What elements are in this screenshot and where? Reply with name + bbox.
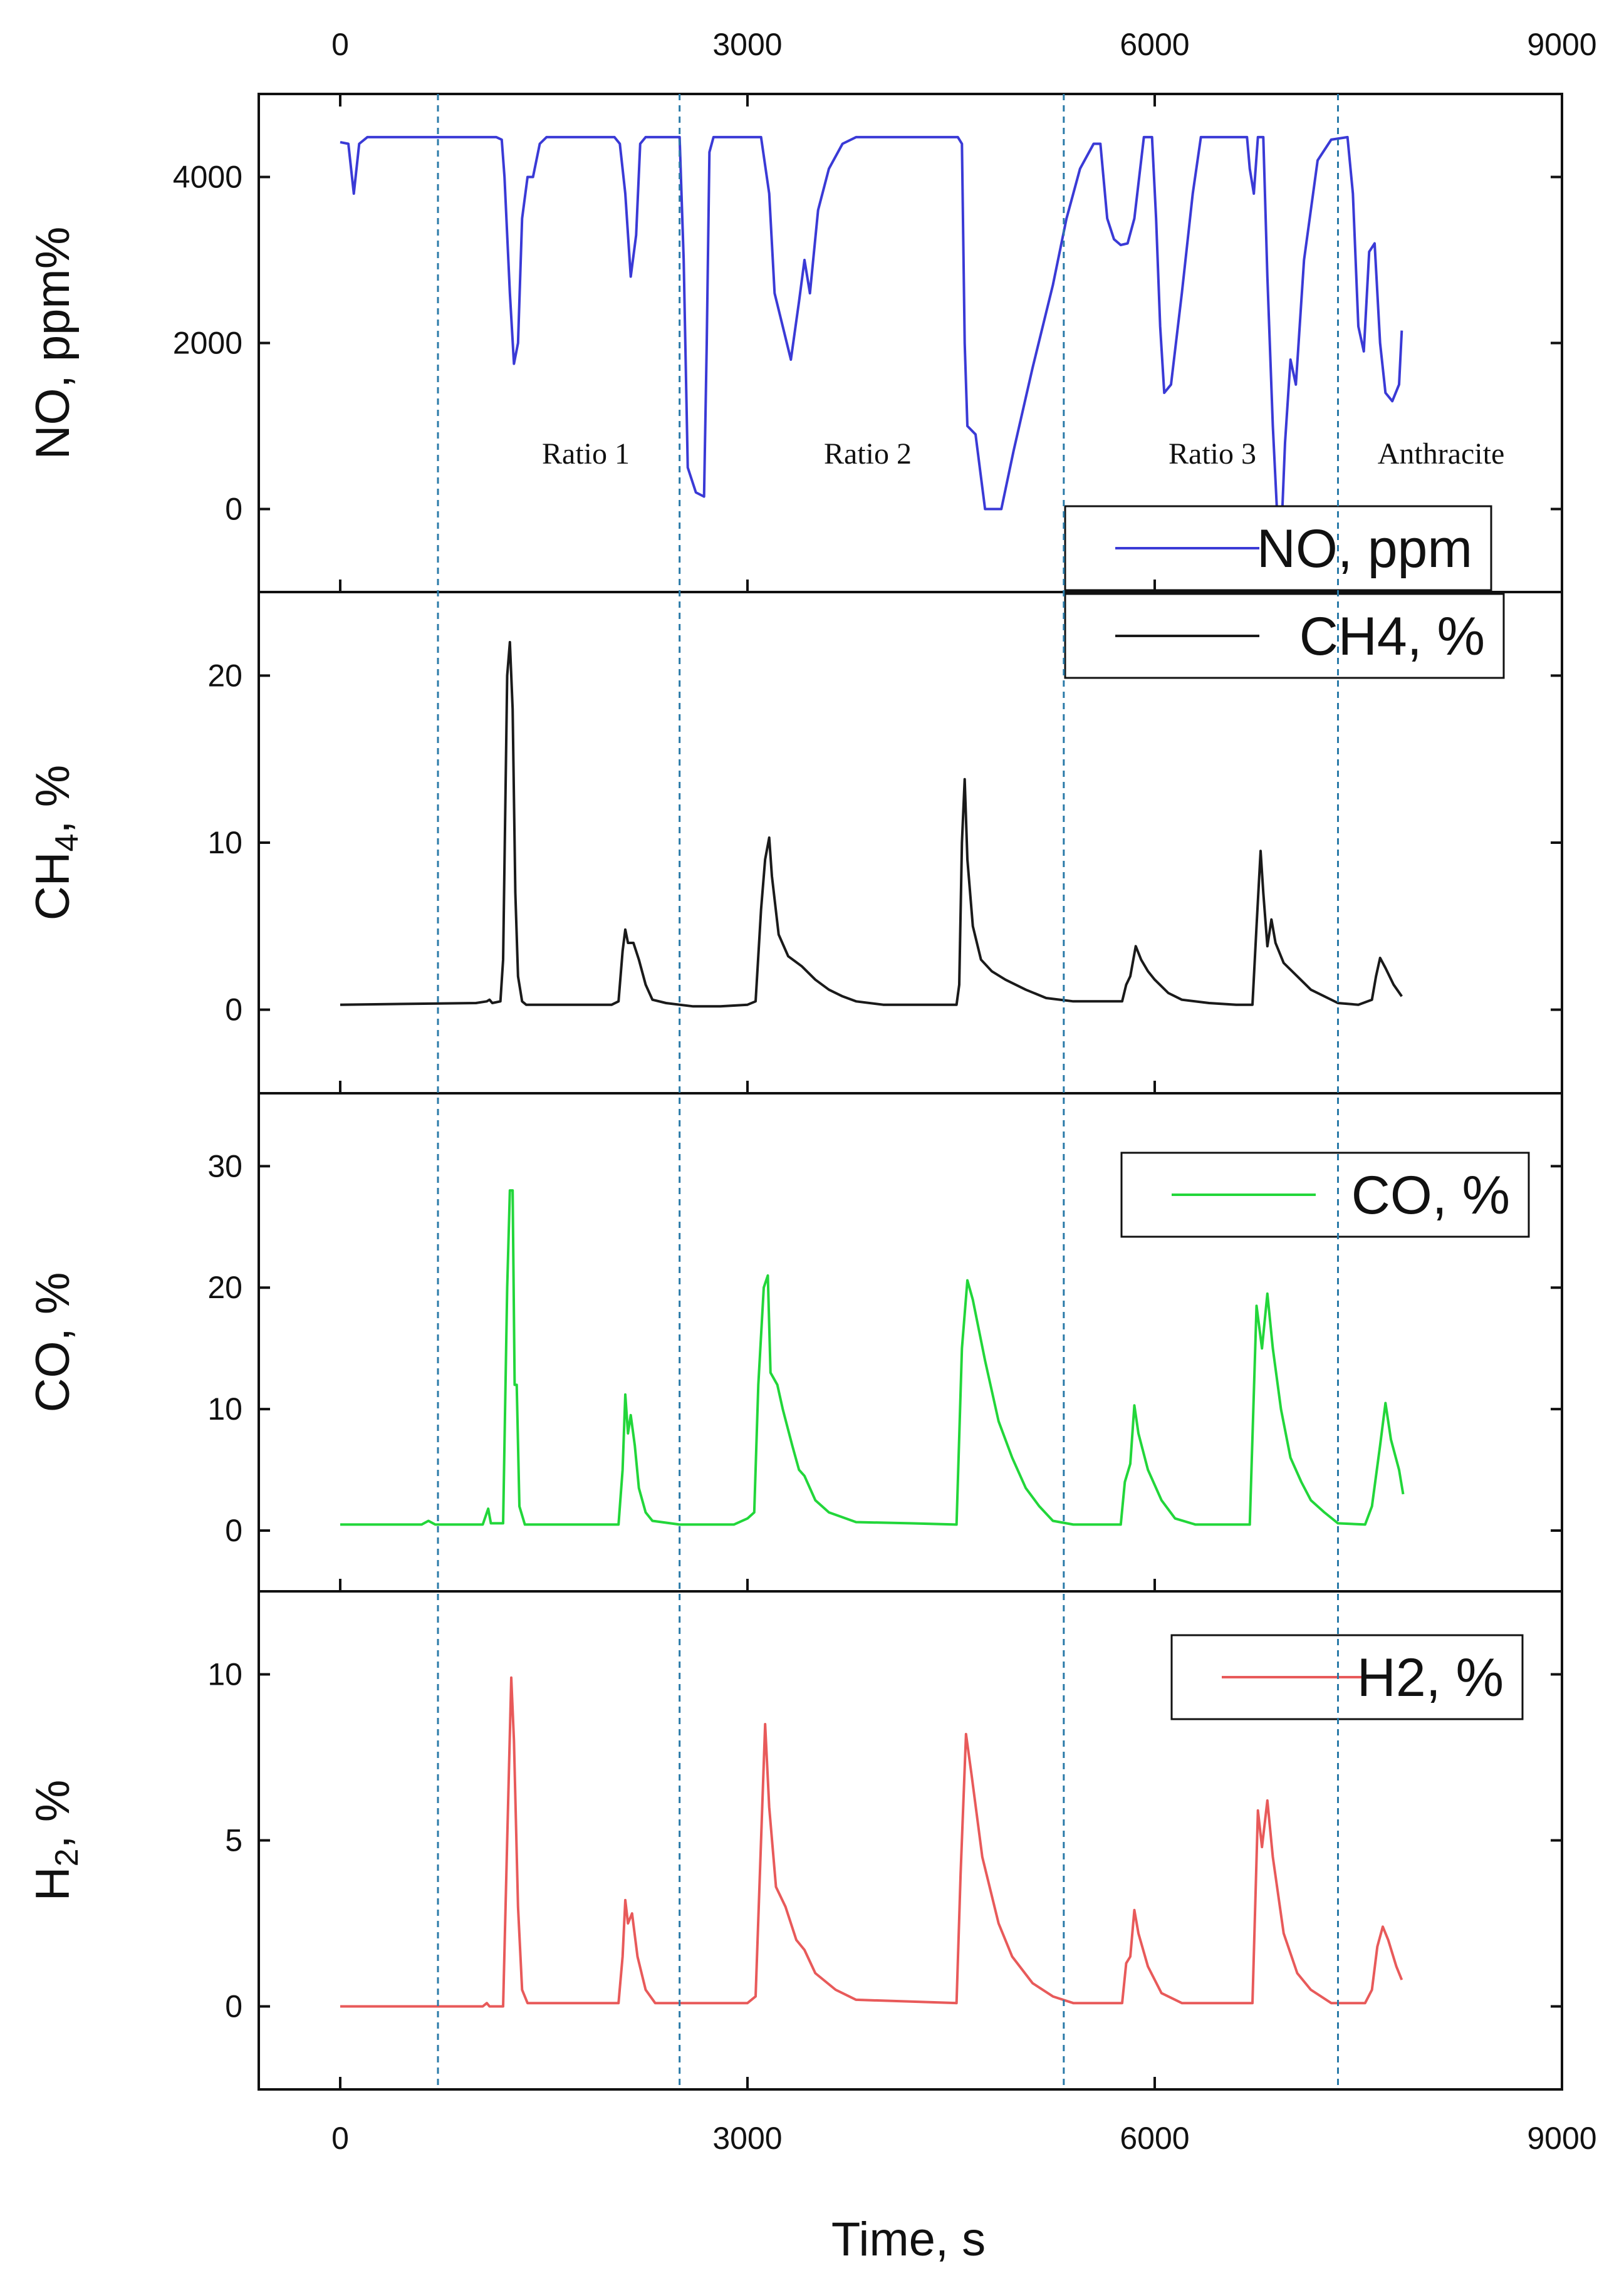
region-label: Ratio 1 [542,437,630,471]
no-legend-label: NO, ppm [1257,519,1472,579]
x-tick-label-top: 3000 [712,27,782,62]
chart-frame [258,93,1563,2091]
region-label: Ratio 3 [1169,437,1256,471]
h2-ytick-label: 0 [225,1989,242,2024]
ch4-y-axis-title: CH4, % [26,765,85,921]
co-ytick-label: 0 [225,1513,242,1548]
no-series-line [340,135,1403,511]
x-tick-label: 0 [331,2121,349,2156]
ch4-ytick-label: 10 [207,825,242,860]
no-legend-box [1064,505,1492,591]
panel-ch4: 0 10 20 CH4, % CH4, % [26,593,1562,1027]
no-y-axis-title: NO, ppm% [26,227,80,460]
h2-series-line [340,1676,1403,2008]
x-axis-title: Time, s [831,2213,986,2266]
no-ytick-label: 0 [225,492,242,527]
h2-ytick-label: 10 [207,1657,242,1692]
no-ytick-label: 4000 [173,160,242,195]
co-legend: CO, % [1120,1152,1530,1238]
x-tick-label: 6000 [1120,2121,1189,2156]
ch4-ytick-label: 20 [207,658,242,693]
x-axes: 0 0 3000 3000 6000 6000 9000 9000 [331,27,1597,2156]
h2-legend: H2, % [1170,1634,1524,1720]
co-legend-label: CO, % [1351,1165,1510,1225]
ch4-legend-label: CH4, % [1299,606,1485,667]
x-tick-label-top: 0 [331,27,349,62]
ch4-legend: CH4, % [1064,593,1505,679]
x-tick-label-top: 6000 [1120,27,1189,62]
x-tick-label-top: 9000 [1527,27,1596,62]
h2-legend-label: H2, % [1357,1648,1504,1708]
region-label: Ratio 2 [824,437,912,471]
co-ytick-label: 20 [207,1270,242,1305]
co-y-axis-title: CO, % [26,1272,80,1413]
co-ytick-label: 30 [207,1148,242,1183]
ch4-series-line [340,641,1403,1008]
co-series-line [340,1189,1405,1526]
no-ytick-label: 2000 [173,326,242,361]
panel-no: 0 2000 4000 NO, ppm% NO, ppm [26,135,1562,591]
co-ytick-label: 10 [207,1391,242,1427]
no-legend: NO, ppm [1064,505,1492,591]
region-label: Anthracite [1378,437,1505,471]
plot-border [258,93,1563,2091]
panel-h2: 0 5 10 H2, % H2, % [26,1634,1562,2024]
region-annotations: Ratio 1 Ratio 2 Ratio 3 Anthracite [542,437,1504,471]
h2-ytick-label: 5 [225,1823,242,1858]
region-divider-lines [437,94,1339,2089]
x-tick-label: 3000 [712,2121,782,2156]
ch4-ytick-label: 0 [225,992,242,1027]
panel-co: 0 10 20 30 CO, % CO, % [26,1148,1562,1548]
x-tick-label: 9000 [1527,2121,1596,2156]
h2-y-axis-title: H2, % [26,1780,85,1901]
